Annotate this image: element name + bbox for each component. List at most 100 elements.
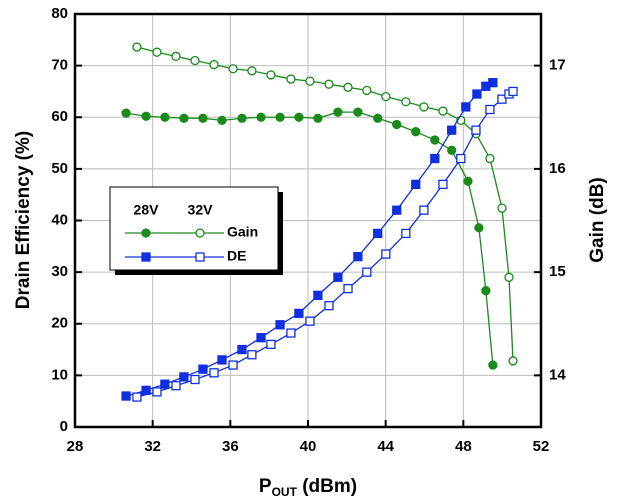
marker: [286, 328, 296, 338]
legend-row: DE: [227, 248, 246, 264]
marker: [179, 113, 189, 123]
marker: [343, 82, 353, 92]
marker: [381, 91, 391, 102]
marker: [247, 66, 257, 76]
marker: [305, 76, 315, 86]
marker: [488, 78, 498, 88]
x-tick-label: 44: [377, 438, 394, 455]
marker: [305, 316, 315, 326]
marker: [343, 283, 353, 294]
marker: [401, 228, 411, 239]
marker: [256, 112, 266, 122]
marker: [294, 112, 304, 122]
marker: [456, 153, 466, 164]
marker: [209, 59, 219, 70]
y-tick-label: 80: [51, 5, 68, 22]
marker: [209, 368, 219, 378]
marker: [217, 115, 227, 125]
marker: [228, 64, 238, 74]
marker: [217, 355, 227, 365]
plot-frame: [73, 12, 543, 429]
marker: [275, 112, 285, 122]
marker: [430, 153, 440, 164]
marker: [411, 127, 421, 137]
marker: [362, 267, 372, 277]
y2-tick-label: 14: [549, 366, 566, 383]
marker: [160, 112, 170, 122]
marker: [275, 320, 285, 330]
marker: [497, 203, 507, 213]
legend-marker: [195, 228, 205, 238]
x-tick-label: 48: [455, 438, 472, 455]
x-label-sub: OUT: [272, 485, 298, 499]
x-label-main: P: [259, 476, 272, 497]
marker: [141, 111, 151, 121]
marker: [430, 135, 440, 145]
marker: [373, 113, 383, 123]
marker: [198, 364, 208, 374]
marker: [171, 51, 181, 61]
marker: [419, 102, 429, 112]
x-label-rest: (dBm): [297, 476, 357, 497]
x-tick-label: 52: [533, 438, 550, 455]
x-tick-label: 36: [222, 438, 239, 455]
marker: [237, 113, 247, 123]
marker: [286, 74, 296, 84]
marker: [411, 179, 421, 190]
marker: [190, 55, 200, 66]
series-line: [125, 111, 494, 366]
marker: [324, 301, 334, 311]
marker: [381, 249, 391, 259]
marker: [198, 113, 208, 123]
marker: [485, 104, 495, 115]
x-axis-label: POUT (dBm): [259, 476, 357, 499]
marker: [497, 94, 507, 104]
marker: [481, 286, 491, 296]
y-tick-label: 10: [51, 366, 68, 383]
y-tick-label: 20: [51, 315, 68, 332]
marker: [266, 70, 276, 80]
marker: [132, 42, 142, 52]
marker: [266, 339, 276, 350]
marker: [471, 125, 481, 135]
marker: [447, 145, 457, 155]
legend-box: [109, 186, 279, 271]
legend-marker: [141, 228, 151, 238]
y-axis-label: Drain Efficiency (%): [13, 131, 34, 309]
marker: [504, 272, 514, 282]
y2-tick-label: 15: [549, 263, 566, 280]
marker: [463, 176, 473, 186]
legend-column: 28V: [134, 202, 160, 218]
x-tick-label: 40: [300, 438, 317, 455]
y2-tick-label: 17: [549, 57, 566, 74]
marker: [141, 385, 151, 395]
marker: [353, 107, 363, 117]
marker: [485, 153, 495, 164]
y-tick-label: 40: [51, 211, 68, 228]
marker: [228, 360, 238, 370]
marker: [472, 89, 482, 99]
marker: [392, 205, 402, 215]
marker: [121, 108, 131, 118]
x-tick-label: 32: [144, 438, 161, 455]
marker: [333, 107, 343, 117]
marker: [474, 223, 484, 233]
marker: [132, 392, 142, 402]
y-tick-label: 0: [60, 418, 68, 435]
marker: [324, 79, 334, 89]
y-tick-label: 50: [51, 160, 68, 177]
legend-column: 32V: [188, 202, 214, 218]
marker: [419, 205, 429, 215]
y-tick-label: 30: [51, 263, 68, 280]
marker: [401, 97, 411, 107]
series-line: [125, 82, 494, 397]
marker: [152, 387, 162, 397]
y2-tick-label: 16: [549, 160, 566, 177]
marker: [438, 179, 448, 190]
marker: [333, 272, 343, 282]
marker: [171, 381, 181, 391]
marker: [313, 290, 323, 301]
x-tick-label: 28: [67, 438, 84, 455]
marker: [247, 350, 257, 360]
